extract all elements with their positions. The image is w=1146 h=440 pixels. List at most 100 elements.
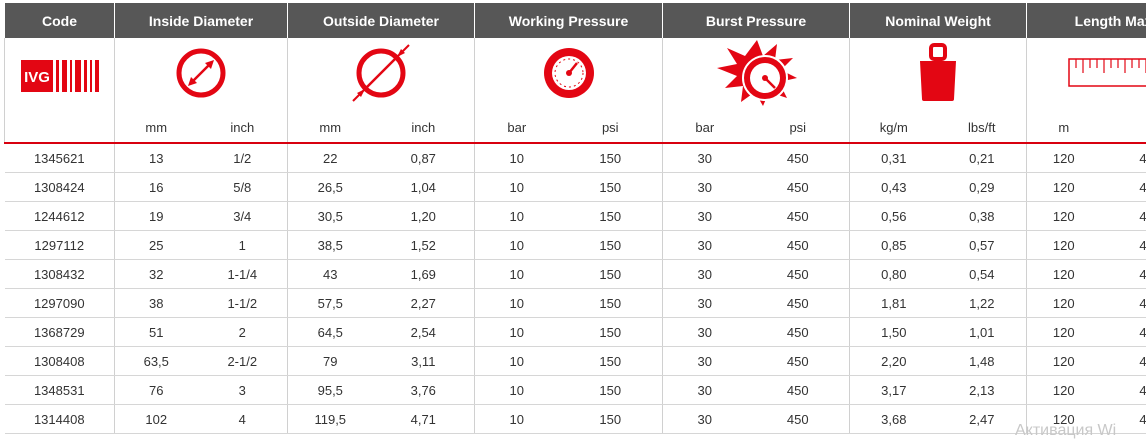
cell-wp-bar: 10 [475, 405, 559, 434]
cell-id-mm: 102 [115, 405, 198, 434]
cell-wp-psi: 150 [559, 405, 663, 434]
cell-wp-psi: 150 [559, 289, 663, 318]
cell-id-inch: 4 [198, 405, 288, 434]
header-burst-pressure: Burst Pressure [663, 3, 850, 38]
header-length-max: Length Max [1027, 3, 1146, 38]
length-max-icon-cell [1027, 38, 1146, 113]
hose-spec-table: Code Inside Diameter Outside Diameter Wo… [4, 3, 1146, 434]
cell-od-mm: 64,5 [288, 318, 373, 347]
cell-weight-lbsft: 1,22 [938, 289, 1027, 318]
cell-id-inch: 1 [198, 231, 288, 260]
cell-bp-psi: 450 [747, 260, 850, 289]
cell-od-mm: 119,5 [288, 405, 373, 434]
cell-weight-lbsft: 0,21 [938, 143, 1027, 173]
cell-bp-bar: 30 [663, 173, 747, 202]
cell-id-mm: 19 [115, 202, 198, 231]
cell-code: 1297090 [5, 289, 115, 318]
cell-bp-psi: 450 [747, 143, 850, 173]
unit-id-mm: mm [115, 113, 198, 143]
cell-weight-lbsft: 0,57 [938, 231, 1027, 260]
working-pressure-icon-cell [475, 38, 663, 113]
cell-od-inch: 3,11 [373, 347, 475, 376]
cell-code: 1308432 [5, 260, 115, 289]
cell-id-mm: 25 [115, 231, 198, 260]
cell-wp-psi: 150 [559, 376, 663, 405]
cell-od-inch: 0,87 [373, 143, 475, 173]
inside-diameter-icon [171, 43, 231, 103]
cell-length-ft: 400 [1101, 143, 1146, 173]
cell-od-mm: 57,5 [288, 289, 373, 318]
cell-length-m: 120 [1027, 202, 1101, 231]
nominal-weight-icon-cell [850, 38, 1027, 113]
cell-code: 1308408 [5, 347, 115, 376]
cell-wp-bar: 10 [475, 173, 559, 202]
cell-weight-kgm: 0,56 [850, 202, 938, 231]
cell-length-ft: 400 [1101, 376, 1146, 405]
cell-code: 1244612 [5, 202, 115, 231]
cell-bp-bar: 30 [663, 231, 747, 260]
activation-watermark: Активация Wi [1015, 422, 1116, 440]
cell-weight-lbsft: 2,13 [938, 376, 1027, 405]
cell-length-ft: 400 [1101, 289, 1146, 318]
cell-length-m: 120 [1027, 260, 1101, 289]
ivg-logo-cell: IVG [5, 38, 115, 143]
cell-code: 1345621 [5, 143, 115, 173]
cell-length-m: 120 [1027, 143, 1101, 173]
cell-wp-bar: 10 [475, 289, 559, 318]
cell-length-m: 120 [1027, 231, 1101, 260]
unit-row: mm inch mm inch bar psi bar psi kg/m lbs… [5, 113, 1146, 143]
cell-code: 1314408 [5, 405, 115, 434]
cell-id-mm: 63,5 [115, 347, 198, 376]
cell-code: 1368729 [5, 318, 115, 347]
cell-weight-lbsft: 0,54 [938, 260, 1027, 289]
cell-id-inch: 5/8 [198, 173, 288, 202]
cell-bp-psi: 450 [747, 318, 850, 347]
cell-length-m: 120 [1027, 173, 1101, 202]
cell-id-mm: 32 [115, 260, 198, 289]
cell-wp-psi: 150 [559, 143, 663, 173]
cell-id-inch: 2-1/2 [198, 347, 288, 376]
burst-pressure-gauge-icon [713, 38, 799, 108]
cell-wp-bar: 10 [475, 376, 559, 405]
cell-length-ft: 400 [1101, 173, 1146, 202]
ivg-logo-text: IVG [24, 69, 50, 86]
cell-weight-kgm: 0,31 [850, 143, 938, 173]
cell-wp-bar: 10 [475, 260, 559, 289]
working-pressure-gauge-icon [539, 43, 599, 103]
header-working-pressure: Working Pressure [475, 3, 663, 38]
cell-wp-bar: 10 [475, 143, 559, 173]
cell-length-ft: 400 [1101, 347, 1146, 376]
cell-bp-psi: 450 [747, 202, 850, 231]
cell-weight-lbsft: 0,38 [938, 202, 1027, 231]
cell-weight-kgm: 2,20 [850, 347, 938, 376]
header-code: Code [5, 3, 115, 38]
cell-od-inch: 1,20 [373, 202, 475, 231]
cell-length-ft: 400 [1101, 202, 1146, 231]
cell-weight-kgm: 1,81 [850, 289, 938, 318]
cell-weight-lbsft: 1,48 [938, 347, 1027, 376]
cell-bp-bar: 30 [663, 260, 747, 289]
cell-bp-bar: 30 [663, 347, 747, 376]
cell-wp-bar: 10 [475, 231, 559, 260]
cell-bp-psi: 450 [747, 231, 850, 260]
header-nominal-weight: Nominal Weight [850, 3, 1027, 38]
cell-id-mm: 76 [115, 376, 198, 405]
cell-od-mm: 43 [288, 260, 373, 289]
cell-wp-bar: 10 [475, 202, 559, 231]
cell-weight-lbsft: 1,01 [938, 318, 1027, 347]
burst-pressure-icon-cell [663, 38, 850, 113]
cell-bp-bar: 30 [663, 143, 747, 173]
cell-length-ft: 400 [1101, 260, 1146, 289]
outside-diameter-icon-cell [288, 38, 475, 113]
cell-weight-kgm: 3,17 [850, 376, 938, 405]
cell-id-mm: 51 [115, 318, 198, 347]
cell-weight-kgm: 1,50 [850, 318, 938, 347]
cell-od-mm: 26,5 [288, 173, 373, 202]
